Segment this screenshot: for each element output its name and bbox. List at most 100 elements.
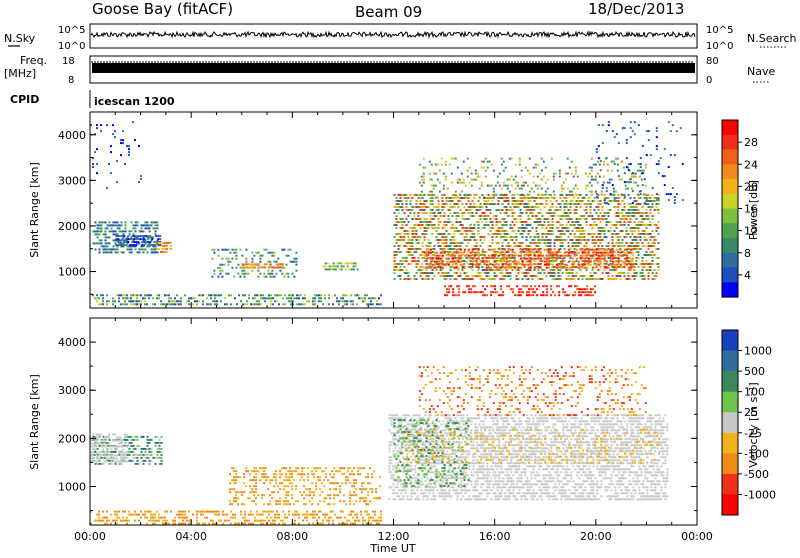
range-gate-cell: [445, 164, 447, 166]
range-gate-cell: [564, 294, 566, 296]
range-gate-cell: [394, 260, 396, 262]
range-gate-cell: [460, 200, 462, 202]
range-gate-cell: [640, 193, 642, 195]
range-gate-cell: [634, 269, 636, 271]
range-gate-cell: [450, 269, 452, 271]
range-gate-cell: [341, 265, 343, 267]
range-gate-cell: [446, 275, 448, 277]
range-gate-cell: [558, 272, 560, 274]
range-gate-cell: [536, 255, 538, 257]
range-gate-cell: [646, 209, 648, 211]
range-gate-cell: [518, 288, 520, 290]
range-gate-cell: [147, 442, 149, 444]
range-gate-cell: [614, 197, 616, 199]
range-gate-cell: [469, 182, 471, 184]
range-gate-cell: [617, 158, 619, 160]
range-gate-cell: [248, 294, 250, 296]
range-gate-cell: [492, 278, 494, 280]
range-gate-cell: [424, 227, 426, 229]
range-gate-cell: [508, 245, 510, 247]
range-gate-cell: [496, 221, 498, 223]
range-gate-cell: [446, 278, 448, 280]
range-gate-cell: [308, 523, 310, 525]
range-gate-cell: [526, 206, 528, 208]
range-gate-cell: [612, 184, 614, 186]
range-gate-cell: [622, 245, 624, 247]
range-gate-cell: [528, 255, 530, 257]
range-gate-cell: [490, 255, 492, 257]
range-gate-cell: [396, 224, 398, 226]
range-gate-cell: [148, 297, 150, 299]
range-gate-cell: [147, 439, 149, 441]
range-gate-cell: [139, 251, 141, 253]
range-gate-cell: [567, 173, 569, 175]
range-gate-cell: [591, 191, 593, 193]
range-gate-cell: [462, 212, 464, 214]
range-gate-cell: [632, 233, 634, 235]
range-gate-cell: [124, 297, 126, 299]
range-gate-cell: [552, 206, 554, 208]
range-gate-cell: [312, 523, 314, 525]
range-gate-cell: [322, 514, 324, 516]
range-gate-cell: [93, 230, 95, 232]
range-gate-cell: [602, 272, 604, 274]
range-gate-cell: [259, 258, 261, 260]
range-gate-cell: [562, 239, 564, 241]
range-gate-cell: [166, 294, 168, 296]
range-gate-cell: [576, 230, 578, 232]
range-gate-cell: [261, 255, 263, 257]
range-gate-cell: [162, 517, 164, 519]
range-gate-cell: [642, 230, 644, 232]
range-gate-cell: [512, 239, 514, 241]
range-gate-cell: [468, 239, 470, 241]
range-gate-cell: [343, 265, 345, 267]
range-gate-cell: [608, 272, 610, 274]
range-gate-cell: [229, 261, 231, 263]
range-gate-cell: [244, 263, 246, 265]
range-gate-cell: [596, 272, 598, 274]
range-gate-cell: [506, 206, 508, 208]
range-gate-cell: [148, 511, 150, 513]
range-gate-cell: [504, 206, 506, 208]
range-gate-cell: [642, 245, 644, 247]
range-gate-cell: [162, 523, 164, 525]
range-gate-cell: [624, 224, 626, 226]
range-gate-cell: [526, 212, 528, 214]
range-gate-cell: [113, 248, 115, 250]
range-gate-cell: [645, 167, 647, 169]
range-gate-cell: [278, 517, 280, 519]
range-gate-cell: [478, 224, 480, 226]
range-gate-cell: [509, 191, 511, 193]
range-gate-cell: [116, 514, 118, 516]
range-gate-cell: [630, 278, 632, 280]
range-gate-cell: [345, 268, 347, 270]
range-gate-cell: [506, 197, 508, 199]
range-gate-cell: [396, 197, 398, 199]
range-gate-cell: [662, 175, 664, 177]
range-gate-cell: [485, 176, 487, 178]
range-gate-cell: [136, 303, 138, 305]
range-gate-cell: [521, 170, 523, 172]
range-gate-cell: [266, 517, 268, 519]
range-gate-cell: [458, 200, 460, 202]
range-gate-cell: [353, 262, 355, 264]
range-gate-cell: [548, 233, 550, 235]
range-gate-cell: [398, 200, 400, 202]
range-gate-cell: [512, 215, 514, 217]
range-gate-cell: [422, 254, 424, 256]
range-gate-cell: [626, 181, 628, 183]
range-gate-cell: [490, 245, 492, 247]
range-gate-cell: [208, 303, 210, 305]
range-gate-cell: [566, 218, 568, 220]
range-gate-cell: [532, 227, 534, 229]
range-gate-cell: [630, 221, 632, 223]
range-gate-cell: [456, 245, 458, 247]
range-gate-cell: [591, 158, 593, 160]
range-gate-cell: [351, 268, 353, 270]
range-gate-cell: [575, 173, 577, 175]
range-gate-cell: [460, 197, 462, 199]
range-gate-cell: [472, 212, 474, 214]
range-gate-cell: [394, 212, 396, 214]
range-gate-cell: [608, 264, 610, 266]
